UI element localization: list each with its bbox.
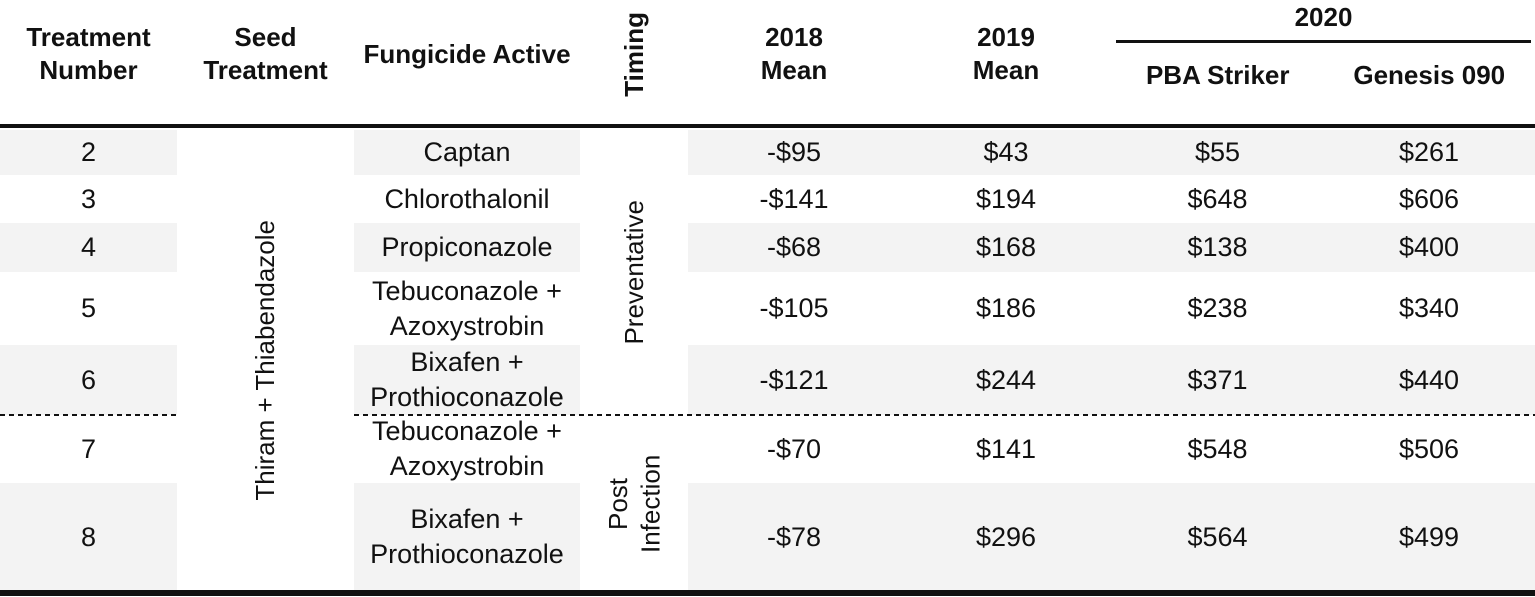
row-4-treatment-number: 4 [0,223,177,272]
seed-treatment-cell: Thiram + Thiabendazole [177,130,354,591]
row-5-2019-mean: $186 [975,293,1037,323]
row-8-genesis-090: $499 [1323,483,1535,591]
row-2-2018-mean: -$95 [688,130,900,175]
row-6-2019-mean: $244 [900,345,1112,415]
row-4-2019-mean: $168 [900,223,1112,272]
header-2019-mean: 2019 Mean [972,22,1040,85]
header-genesis-090: Genesis 090 [1353,60,1506,90]
row-3-2018-mean: -$141 [759,183,829,214]
header-2020-underline [1116,40,1531,43]
row-5-genesis-090: $340 [1398,293,1460,323]
row-8-treatment-number: 8 [0,483,177,591]
row-2-genesis-090: $261 [1323,130,1535,175]
row-6-pba-striker: $371 [1112,345,1323,415]
row-8-fungicide: Bixafen + Prothioconazole [354,483,580,591]
timing-post-infection-cell: Post Infection [580,415,688,591]
table-bottom-line [0,590,1535,596]
header-treatment-number: Treatment Number [26,22,151,85]
row-5-2018-mean: -$105 [759,293,829,323]
row-7-genesis-090: $506 [1398,433,1460,464]
header-seed-treatment: Seed Treatment [203,22,328,85]
timing-preventative-cell: Preventative [580,130,688,415]
row-6-2018-mean: -$121 [688,345,900,415]
row-7-2019-mean: $141 [975,433,1037,464]
row-7-pba-striker: $548 [1187,433,1248,464]
row-5-pba-striker: $238 [1187,293,1248,323]
row-3-fungicide: Chlorothalonil [384,183,550,214]
row-5-treatment-number: 5 [80,293,97,323]
row-6-genesis-090: $440 [1323,345,1535,415]
header-2018-mean: 2018 Mean [760,22,828,85]
row-6-fungicide: Bixafen + Prothioconazole [354,345,580,415]
row-7-fungicide: Tebuconazole + Azoxystrobin [372,416,562,481]
row-2-fungicide: Captan [354,130,580,175]
timing-post-infection-label: Post Infection [602,453,666,553]
header-2020-group: 2020 PBA Striker Genesis 090 [1112,0,1535,130]
seed-treatment-label: Thiram + Thiabendazole [250,220,281,501]
row-2-treatment-number: 2 [0,130,177,175]
row-3-genesis-090: $606 [1398,183,1460,214]
row-8-pba-striker: $564 [1112,483,1323,591]
row-4-fungicide: Propiconazole [354,223,580,272]
header-2020: 2020 [1294,2,1353,32]
row-7-2018-mean: -$70 [766,433,822,464]
row-8-2018-mean: -$78 [688,483,900,591]
row-5-fungicide: Tebuconazole + Azoxystrobin [372,275,562,341]
header-pba-striker: PBA Striker [1145,60,1290,90]
row-8-2019-mean: $296 [900,483,1112,591]
header-divider-line [0,124,1535,128]
timing-group-dashed-divider-left [0,414,177,416]
header-fungicide-active: Fungicide Active [363,38,571,69]
timing-group-dashed-divider-right [354,414,1535,416]
row-2-2019-mean: $43 [900,130,1112,175]
row-4-2018-mean: -$68 [688,223,900,272]
row-3-treatment-number: 3 [80,183,97,214]
row-4-genesis-090: $400 [1323,223,1535,272]
timing-preventative-label: Preventative [618,200,649,345]
header-timing: Timing [580,0,688,130]
row-4-pba-striker: $138 [1112,223,1323,272]
row-2-pba-striker: $55 [1112,130,1323,175]
row-3-pba-striker: $648 [1187,183,1248,214]
row-7-treatment-number: 7 [80,433,97,464]
header-timing-label: Timing [618,11,649,97]
row-3-2019-mean: $194 [975,183,1037,214]
row-6-treatment-number: 6 [0,345,177,415]
header-2020-subrow: PBA Striker Genesis 090 [1112,60,1535,91]
